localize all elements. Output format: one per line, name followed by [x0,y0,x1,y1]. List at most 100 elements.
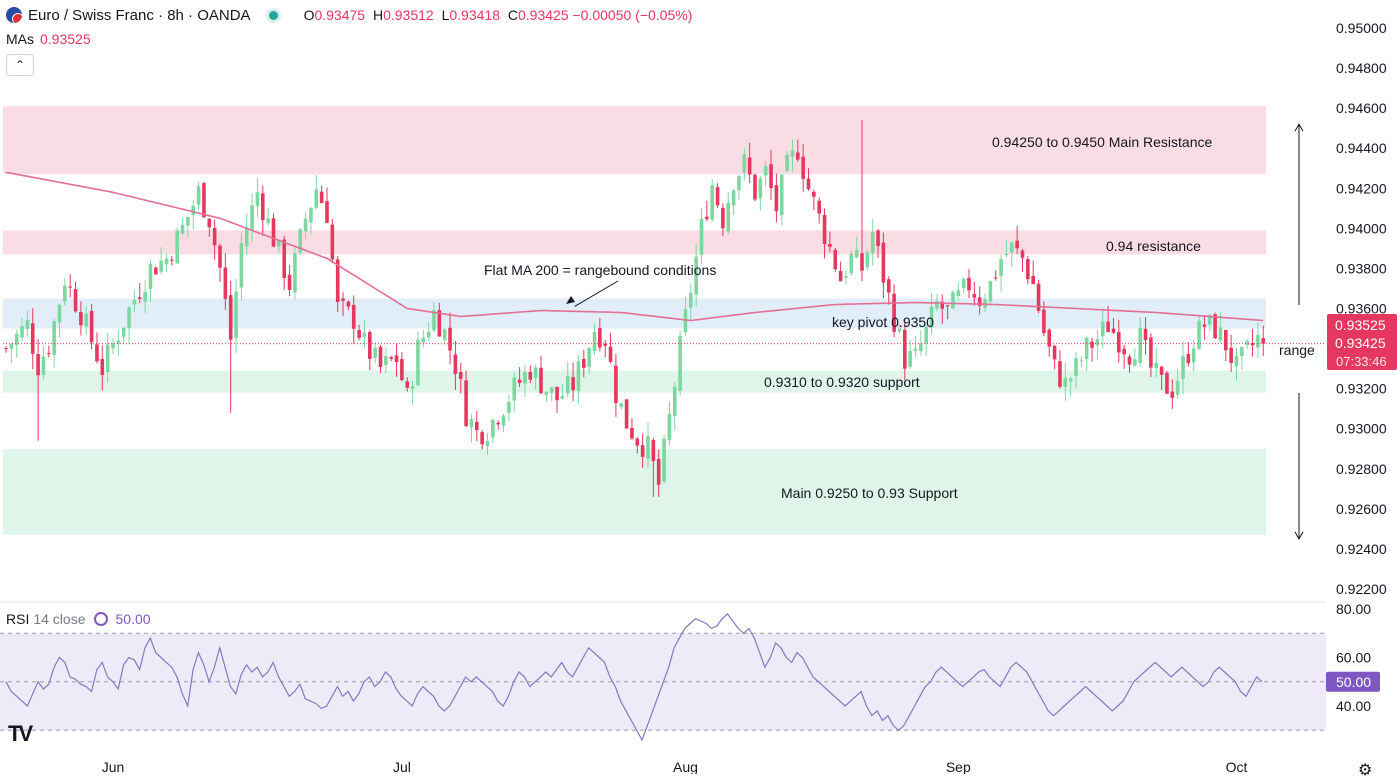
candle-body [1117,332,1121,353]
rsi-legend-params: 14 close [33,611,86,627]
candle-body [812,191,816,197]
candle-body [1191,348,1196,363]
candle-body [239,243,244,288]
candle-body [983,298,987,308]
candle-body [828,243,832,247]
candle-body [747,157,752,175]
candle-body [924,326,928,344]
candle-body [972,293,977,298]
candle-body [1186,353,1191,364]
candle-body [9,344,14,349]
zone-label-3: 0.9310 to 0.9320 support [764,374,920,390]
candle-body [437,310,442,337]
zone-label-2: key pivot 0.9350 [832,314,934,330]
candle-body [432,310,436,331]
candle-body [908,350,912,367]
candle-body [1245,341,1249,346]
annotation-arrowhead [566,296,575,304]
candle-body [977,297,982,306]
candle-body [95,344,99,362]
candle-body [1261,338,1266,344]
candle-body [624,399,629,429]
candle-body [699,218,704,255]
candle-body [325,201,329,223]
candle-body [469,419,474,428]
candle-body [255,192,260,206]
symbol-title[interactable]: Euro / Swiss Franc · 8h · OANDA [28,6,251,24]
candle-body [576,361,581,391]
price-tag-ma: 0.93525 [1335,317,1386,333]
candle-body [84,313,89,327]
range-label: range [1279,342,1315,358]
zone-support-3 [3,370,1266,393]
candle-body [335,259,340,302]
x-tick-label: Aug [673,759,698,774]
candle-body [646,436,650,459]
zone-support-4 [3,448,1266,535]
candle-body [244,228,249,247]
y-tick-label: 0.94600 [1336,100,1387,116]
candle-body [935,301,939,309]
candle-body [63,285,67,302]
candle-body [378,347,383,368]
candle-body [485,441,490,447]
candle-body [341,298,345,301]
tradingview-logo[interactable]: TV [8,721,33,746]
candle-body [1090,341,1094,348]
candle-body [25,319,30,329]
candle-body [47,352,51,354]
candle-body [1020,250,1025,258]
candle-body [512,377,517,401]
rsi-settings-icon[interactable] [93,612,108,626]
ohlc-readout: O0.93475 H0.93512 L0.93418 C0.93425 −0.0… [300,7,693,23]
candle-body [999,259,1003,277]
candle-body [507,401,511,413]
candle-body [603,343,607,346]
candle-body [180,224,185,234]
candle-body [362,332,367,337]
candle-body [881,242,886,283]
candle-body [731,190,736,206]
candle-body [271,218,276,247]
candle-body [1010,242,1014,253]
candle-body [314,189,319,208]
candle-body [571,377,575,391]
symbol-header: Euro / Swiss Franc · 8h · OANDA O0.93475… [6,5,692,25]
ma-legend[interactable]: MAs 0.93525 [6,31,91,47]
candle-body [282,239,286,278]
candle-body [667,413,672,441]
candle-body [967,277,971,291]
rsi-legend[interactable]: RSI 14 close 50.00 [6,611,151,627]
candle-body [1224,329,1228,351]
candle-body [785,154,789,171]
candle-body [737,176,741,191]
candle-body [1202,324,1207,327]
collapse-legend-button[interactable]: ⌃ [6,54,34,76]
candle-body [1143,328,1148,341]
candle-body [769,164,773,189]
range-arrowhead-top [1294,123,1304,132]
candle-body [137,297,142,299]
candle-body [405,381,410,388]
candle-body [1047,329,1052,347]
candle-body [1004,254,1009,256]
candle-body [582,358,586,368]
candle-body [319,191,324,203]
settings-gear-icon[interactable]: ⚙ [1358,762,1373,779]
candle-body [854,250,859,258]
candle-body [480,432,484,445]
candle-body [774,185,779,212]
candle-body [886,279,891,293]
candle-body [330,224,335,260]
ohlc-high-key: H [372,7,384,23]
candle-body [1229,347,1233,363]
candle-body [619,403,624,407]
candle-body [993,277,998,279]
candle-body [287,274,292,290]
candle-body [758,178,763,199]
y-tick-label: 0.93800 [1336,260,1387,276]
candle-body [1095,339,1100,346]
candle-body [111,343,115,349]
candle-body [1175,380,1180,395]
